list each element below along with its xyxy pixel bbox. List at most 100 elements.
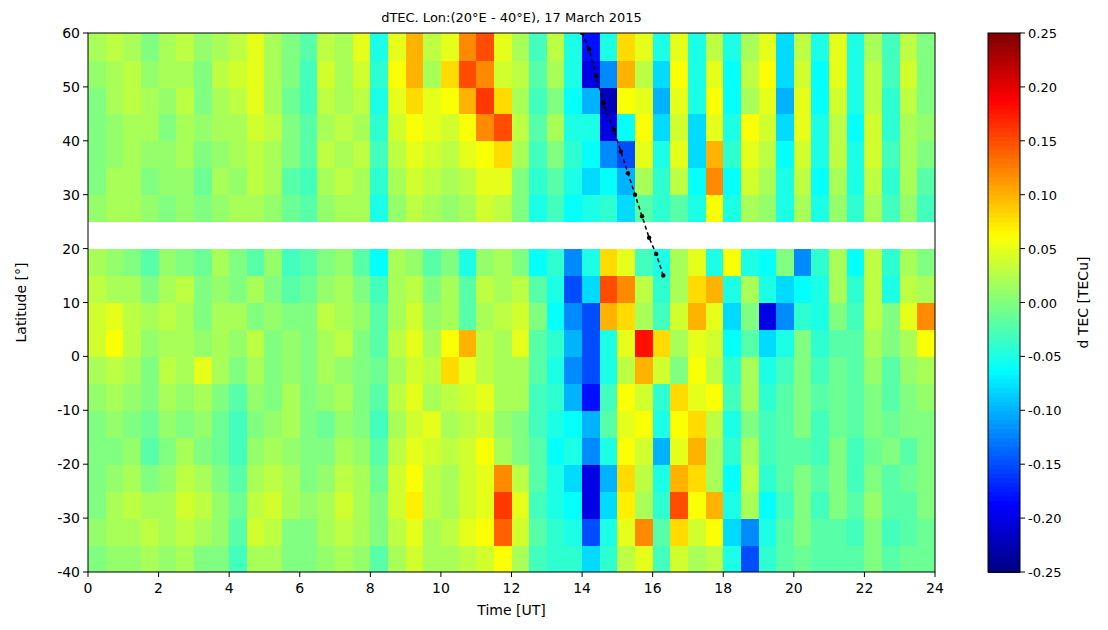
cell [723, 33, 741, 61]
cell [441, 276, 459, 304]
colorbar-step [988, 509, 1020, 514]
cell [882, 329, 900, 357]
cell [512, 276, 530, 304]
cell [423, 383, 441, 411]
cell [547, 141, 565, 169]
cell [141, 303, 159, 331]
cell [317, 87, 335, 115]
cell [741, 518, 759, 546]
cell [388, 303, 406, 331]
cell [741, 410, 759, 438]
cell [706, 383, 724, 411]
cell [847, 33, 865, 61]
cell [459, 303, 477, 331]
cell [176, 87, 194, 115]
cell [406, 114, 424, 142]
cell [370, 545, 388, 572]
colorbar-step [988, 442, 1020, 447]
cell [494, 356, 512, 384]
cell [282, 168, 300, 196]
y-tick-label: 10 [62, 295, 80, 311]
cell [370, 141, 388, 169]
cell [564, 383, 582, 411]
cell [370, 195, 388, 223]
cell [776, 329, 794, 357]
colorbar-step [988, 204, 1020, 209]
cell [317, 518, 335, 546]
cell [282, 329, 300, 357]
cell [141, 60, 159, 88]
cell [282, 464, 300, 492]
colorbar-step [988, 383, 1020, 388]
cell [335, 464, 353, 492]
cell [741, 195, 759, 223]
colorbar-step [988, 392, 1020, 397]
cell [512, 545, 530, 572]
cell [229, 60, 247, 88]
cell [441, 329, 459, 357]
cell [741, 87, 759, 115]
cell [264, 464, 282, 492]
track-point [601, 101, 605, 105]
cell [264, 60, 282, 88]
colorbar-tick-label: -0.10 [1028, 403, 1062, 418]
cell [547, 410, 565, 438]
cell [300, 437, 318, 465]
cell [564, 60, 582, 88]
cell [353, 33, 371, 61]
cell [670, 464, 688, 492]
colorbar-step [988, 37, 1020, 42]
colorbar-tick-label: 0.05 [1028, 242, 1057, 257]
cell [141, 437, 159, 465]
track-point [633, 193, 637, 197]
cell [794, 114, 812, 142]
cell [776, 276, 794, 304]
cell [759, 437, 777, 465]
cell [547, 545, 565, 572]
cell [176, 33, 194, 61]
cell [529, 329, 547, 357]
cell [741, 33, 759, 61]
cell [617, 87, 635, 115]
cell [335, 356, 353, 384]
cell [635, 195, 653, 223]
colorbar-step [988, 316, 1020, 321]
colorbar-step [988, 532, 1020, 537]
cell [106, 410, 124, 438]
cell [670, 329, 688, 357]
cell [300, 545, 318, 572]
cell [476, 195, 494, 223]
cell [917, 356, 935, 384]
colorbar-step [988, 217, 1020, 222]
cell [794, 545, 812, 572]
cell [176, 545, 194, 572]
colorbar-step [988, 244, 1020, 249]
cell [688, 87, 706, 115]
cell [335, 87, 353, 115]
cell [564, 303, 582, 331]
cell [264, 410, 282, 438]
cell [229, 545, 247, 572]
cell [547, 329, 565, 357]
cell [494, 276, 512, 304]
cell [300, 518, 318, 546]
cell [776, 33, 794, 61]
cell [759, 276, 777, 304]
cell [864, 383, 882, 411]
cell [423, 518, 441, 546]
cell [564, 518, 582, 546]
cell [512, 249, 530, 277]
cell [370, 33, 388, 61]
cell [247, 303, 265, 331]
colorbar-tick [1020, 302, 1025, 303]
colorbar-tick-label: -0.25 [1028, 565, 1062, 580]
colorbar-step [988, 69, 1020, 74]
cell [741, 491, 759, 519]
colorbar-step [988, 190, 1020, 195]
colorbar-step [988, 410, 1020, 415]
cell [194, 410, 212, 438]
cell [88, 249, 106, 277]
colorbar-tick-label: -0.20 [1028, 511, 1062, 526]
cell [882, 168, 900, 196]
cell [829, 249, 847, 277]
